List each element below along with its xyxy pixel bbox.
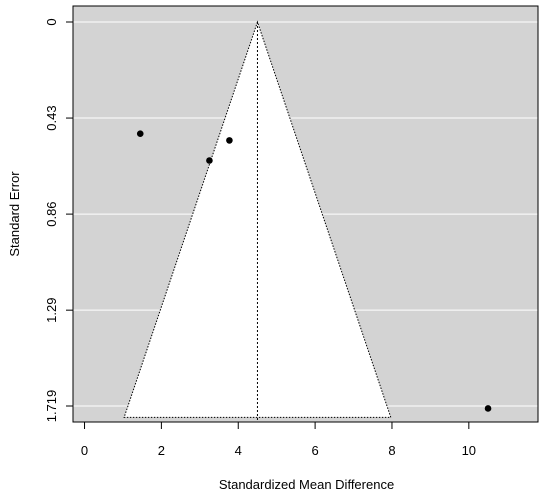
y-tick-label: 1.29 [44, 298, 59, 323]
data-points [136, 130, 492, 412]
y-axis: 0 0.43 0.86 1.29 1.719 [44, 18, 73, 422]
x-tick-label: 10 [462, 443, 476, 458]
x-tick-label: 2 [158, 443, 165, 458]
x-tick-label: 8 [388, 443, 395, 458]
data-point-1 [136, 130, 144, 137]
y-axis-label: Standard Error [7, 171, 22, 257]
data-point-2 [206, 157, 213, 164]
x-axis: 0 2 4 6 8 10 [81, 422, 476, 458]
y-tick-label: 0.43 [44, 105, 59, 130]
y-tick-label: 1.719 [44, 390, 59, 423]
x-tick-label: 4 [235, 443, 242, 458]
x-axis-label: Standardized Mean Difference [219, 477, 394, 492]
x-tick-label: 0 [81, 443, 88, 458]
data-point-3 [226, 137, 233, 144]
y-tick-label: 0 [44, 18, 59, 25]
y-tick-label: 0.86 [44, 201, 59, 226]
data-point-4 [484, 405, 492, 412]
x-tick-label: 6 [311, 443, 318, 458]
plot-border [72, 5, 539, 423]
